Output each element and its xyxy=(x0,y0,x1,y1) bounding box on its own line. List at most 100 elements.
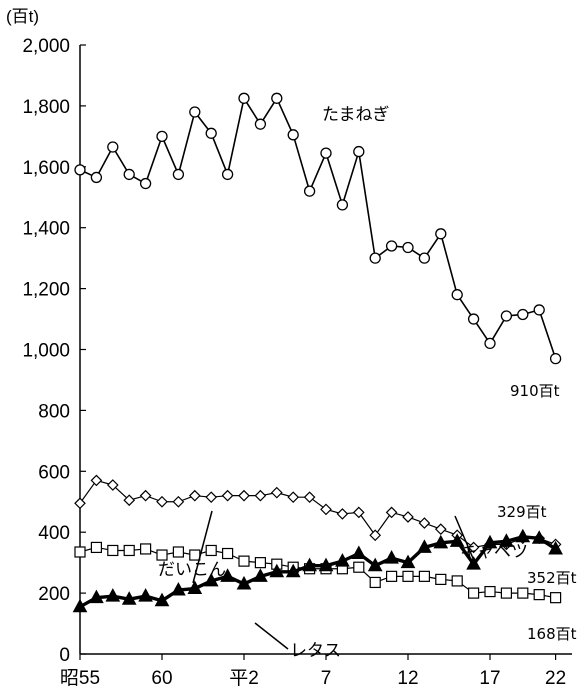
data-point xyxy=(90,171,103,184)
data-point xyxy=(154,592,170,607)
data-point xyxy=(238,489,250,502)
data-point xyxy=(352,506,365,519)
data-point xyxy=(156,549,168,561)
data-point xyxy=(417,539,432,553)
y-tick-label: 400 xyxy=(38,523,70,544)
data-point xyxy=(533,304,545,316)
data-point xyxy=(139,177,152,190)
data-point xyxy=(269,563,285,578)
data-point xyxy=(238,555,250,567)
series-square xyxy=(74,541,562,604)
data-point xyxy=(482,534,498,549)
data-point xyxy=(499,533,514,547)
data-point xyxy=(287,129,299,141)
data-point xyxy=(253,568,268,582)
y-tick-label: 1,800 xyxy=(22,97,70,118)
data-point xyxy=(205,544,217,557)
data-point xyxy=(189,549,201,561)
series-label-circle: たまねぎ xyxy=(322,105,390,125)
y-tick-label: 0 xyxy=(59,645,70,666)
data-point xyxy=(90,474,103,487)
data-point xyxy=(139,489,152,502)
data-point xyxy=(303,185,316,197)
data-point xyxy=(106,479,119,491)
x-tick-label: 60 xyxy=(151,668,172,689)
data-point xyxy=(435,228,447,240)
data-point xyxy=(367,557,383,572)
data-point xyxy=(467,541,480,554)
data-point xyxy=(172,495,185,508)
y-axis-unit-label: (百t) xyxy=(6,7,39,26)
data-point xyxy=(222,547,234,560)
data-point xyxy=(203,572,219,587)
data-point xyxy=(384,550,399,564)
y-tick-label: 2,000 xyxy=(22,36,70,57)
data-point xyxy=(418,570,430,582)
data-point xyxy=(484,337,496,350)
data-point xyxy=(221,489,234,502)
data-point xyxy=(90,541,103,554)
leader-line-lettuce xyxy=(254,622,289,650)
data-point xyxy=(515,528,531,543)
data-point xyxy=(402,511,414,523)
end-value-label-triangle: 352百t xyxy=(527,569,577,587)
data-point xyxy=(468,587,480,599)
y-tick-label: 1,600 xyxy=(22,158,70,179)
axes: 0 200 400 600 800 1,000 1,200 1,400 1,600 1,800 2,… xyxy=(22,36,572,689)
data-point xyxy=(74,164,86,176)
x-tick-label: 昭55 xyxy=(60,668,100,689)
y-tick-label: 1,200 xyxy=(22,280,70,301)
data-point xyxy=(187,580,203,595)
data-point xyxy=(400,554,416,569)
data-point xyxy=(353,145,365,158)
data-point xyxy=(89,589,104,604)
data-point xyxy=(549,592,562,604)
data-point xyxy=(418,517,431,529)
data-point xyxy=(449,533,465,547)
x-tick-label: 7 xyxy=(321,668,332,689)
data-point xyxy=(351,545,367,560)
x-tick-label: 12 xyxy=(397,668,418,689)
data-point xyxy=(369,576,381,589)
data-point xyxy=(500,310,513,322)
end-value-label-diamond: 329百t xyxy=(497,503,547,521)
data-point xyxy=(254,489,267,502)
end-value-label-square: 168百t xyxy=(527,625,577,643)
data-point xyxy=(336,508,349,520)
data-point xyxy=(336,199,349,211)
x-tick-label: 22 xyxy=(545,668,566,689)
data-point xyxy=(123,168,135,181)
data-point xyxy=(353,561,365,573)
data-point xyxy=(156,130,168,143)
data-point xyxy=(517,587,529,599)
data-point xyxy=(369,529,382,542)
data-point xyxy=(123,494,136,507)
y-tick-label: 1,000 xyxy=(22,341,70,362)
series-label-triangle: レタス xyxy=(290,641,341,661)
data-point xyxy=(140,543,152,555)
data-point xyxy=(402,570,414,582)
data-point xyxy=(451,289,463,301)
data-point xyxy=(107,544,119,557)
data-point xyxy=(138,588,153,602)
data-point xyxy=(236,575,252,590)
data-point xyxy=(320,147,332,159)
data-point xyxy=(385,240,398,252)
data-point xyxy=(121,591,137,605)
data-point xyxy=(318,557,334,572)
series-label-diamond: キャベツ xyxy=(460,542,528,562)
data-point xyxy=(287,491,300,504)
data-point xyxy=(74,546,86,558)
data-point xyxy=(484,585,496,598)
data-point xyxy=(238,92,250,104)
data-point xyxy=(386,570,398,582)
end-value-label-circle: 910百t xyxy=(510,382,560,400)
data-point xyxy=(156,495,168,508)
data-point xyxy=(172,168,185,181)
data-point xyxy=(302,557,317,572)
data-point xyxy=(189,106,201,118)
series-line xyxy=(79,479,556,549)
data-point xyxy=(72,598,88,613)
data-point xyxy=(271,92,283,104)
data-point xyxy=(451,575,463,587)
